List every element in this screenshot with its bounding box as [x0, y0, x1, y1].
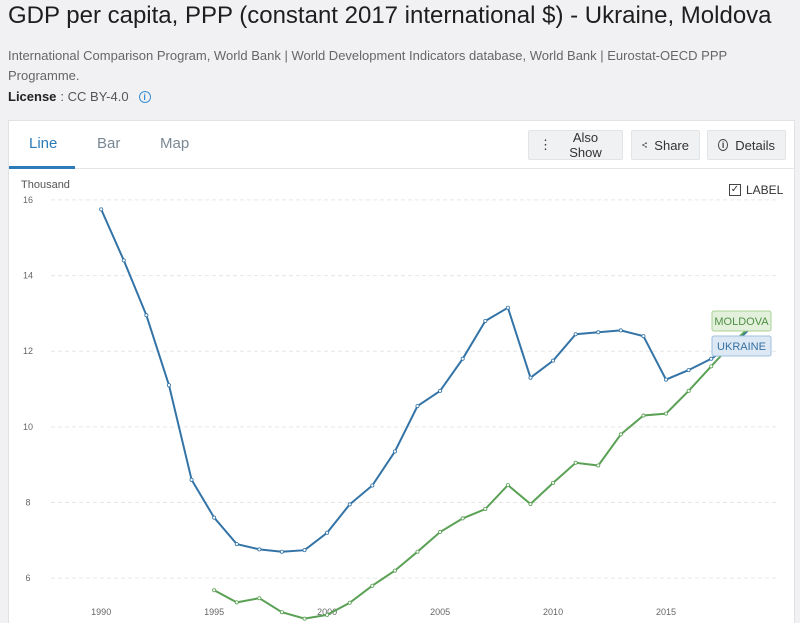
data-point-moldova — [528, 502, 533, 507]
data-point-ukraine — [596, 330, 601, 335]
data-point-ukraine — [347, 502, 352, 507]
data-point-moldova — [573, 460, 578, 465]
data-point-ukraine — [325, 530, 330, 535]
series-line-moldova — [213, 320, 758, 620]
data-point-ukraine — [392, 449, 397, 454]
label-checkbox[interactable]: ✓ — [729, 184, 741, 196]
details-info-icon: i — [718, 139, 729, 151]
details-button[interactable]: i Details — [707, 130, 786, 160]
data-point-ukraine — [257, 547, 262, 552]
data-point-ukraine — [709, 356, 714, 361]
tab-map[interactable]: Map — [160, 135, 190, 152]
data-point-ukraine — [370, 483, 375, 488]
share-button[interactable]: Share — [631, 130, 700, 160]
data-point-ukraine — [505, 305, 510, 310]
data-point-ukraine — [573, 332, 578, 337]
data-point-moldova — [618, 432, 623, 437]
data-point-moldova — [460, 516, 465, 521]
data-point-moldova — [279, 610, 284, 615]
data-point-moldova — [709, 364, 714, 369]
data-point-moldova — [347, 600, 352, 605]
y-tick-label: 10 — [23, 422, 33, 432]
data-point-ukraine — [166, 383, 171, 388]
data-point-ukraine — [551, 358, 556, 363]
data-point-moldova — [234, 600, 239, 605]
data-point-ukraine — [99, 207, 104, 212]
data-point-moldova — [438, 530, 443, 535]
tab-bar: Line Bar Map ⋮ Also Show Share i Details — [9, 121, 794, 169]
data-point-ukraine — [483, 318, 488, 323]
y-tick-label: 6 — [25, 573, 30, 583]
label-toggle-text: LABEL — [746, 183, 784, 197]
data-point-ukraine — [641, 334, 646, 339]
share-icon — [642, 142, 647, 148]
info-icon[interactable]: i — [138, 90, 151, 103]
data-point-moldova — [392, 568, 397, 573]
series-line-ukraine — [100, 208, 758, 553]
x-tick-label: 1995 — [204, 607, 224, 617]
y-tick-label: 16 — [23, 195, 33, 205]
data-point-moldova — [325, 612, 330, 617]
x-tick-label: 2015 — [656, 607, 676, 617]
details-label: Details — [735, 137, 775, 153]
y-tick-label: 14 — [23, 271, 33, 281]
license-value: : CC BY-4.0 — [60, 89, 129, 104]
x-tick-label: 2010 — [543, 607, 563, 617]
series-tag-box-ukraine — [711, 335, 772, 357]
data-point-moldova — [664, 411, 669, 416]
tab-line[interactable]: Line — [29, 135, 58, 152]
series-tag-ukraine: UKRAINE — [717, 341, 766, 353]
license-label: License — [8, 89, 57, 104]
data-point-ukraine — [686, 368, 691, 373]
page-title: GDP per capita, PPP (constant 2017 inter… — [8, 2, 772, 29]
data-point-moldova — [641, 413, 646, 418]
data-point-ukraine — [618, 328, 623, 333]
data-point-moldova — [415, 549, 420, 554]
line-chart: 6 8 10 12 14 16 1990 1995 2000 2005 2010 2015 MOLDOV… — [23, 195, 779, 621]
y-tick-label: 12 — [23, 346, 33, 356]
series-tag-box-moldova — [711, 310, 772, 332]
data-point-moldova — [212, 588, 217, 593]
data-point-moldova — [551, 480, 556, 485]
license: License : CC BY-4.0 i — [8, 89, 151, 104]
x-tick-label: 2005 — [430, 607, 450, 617]
series-tag-moldova: MOLDOVA — [714, 316, 769, 328]
data-point-ukraine — [279, 549, 284, 554]
also-show-button[interactable]: ⋮ Also Show — [528, 130, 623, 160]
data-point-ukraine — [664, 377, 669, 382]
data-point-ukraine — [415, 404, 420, 409]
data-point-ukraine — [528, 375, 533, 380]
y-axis-unit: Thousand — [21, 179, 70, 191]
y-tick-label: 8 — [25, 498, 30, 508]
more-vertical-icon: ⋮ — [539, 137, 552, 152]
data-point-moldova — [505, 483, 510, 488]
chart-card: Line Bar Map ⋮ Also Show Share i Details… — [8, 120, 795, 623]
data-point-moldova — [596, 463, 601, 468]
x-tick-label: 2000 — [317, 607, 337, 617]
x-tick-label: 1990 — [91, 607, 111, 617]
source-text: International Comparison Program, World … — [8, 48, 727, 83]
data-point-ukraine — [460, 356, 465, 361]
data-point-moldova — [370, 583, 375, 588]
data-point-ukraine — [144, 313, 149, 318]
tab-bar-chart[interactable]: Bar — [97, 135, 121, 152]
data-point-ukraine — [234, 542, 239, 547]
data-point-ukraine — [121, 258, 126, 263]
data-point-ukraine — [302, 548, 307, 553]
data-point-ukraine — [212, 515, 217, 520]
share-label: Share — [654, 137, 689, 153]
data-point-moldova — [257, 596, 262, 601]
data-point-moldova — [483, 506, 488, 511]
data-point-ukraine — [438, 388, 443, 393]
also-show-label: Also Show — [569, 130, 602, 160]
data-point-moldova — [302, 616, 307, 621]
data-point-moldova — [686, 388, 691, 393]
data-point-ukraine — [189, 477, 194, 482]
active-tab-indicator — [9, 166, 75, 169]
label-toggle[interactable]: ✓ LABEL — [729, 183, 783, 197]
